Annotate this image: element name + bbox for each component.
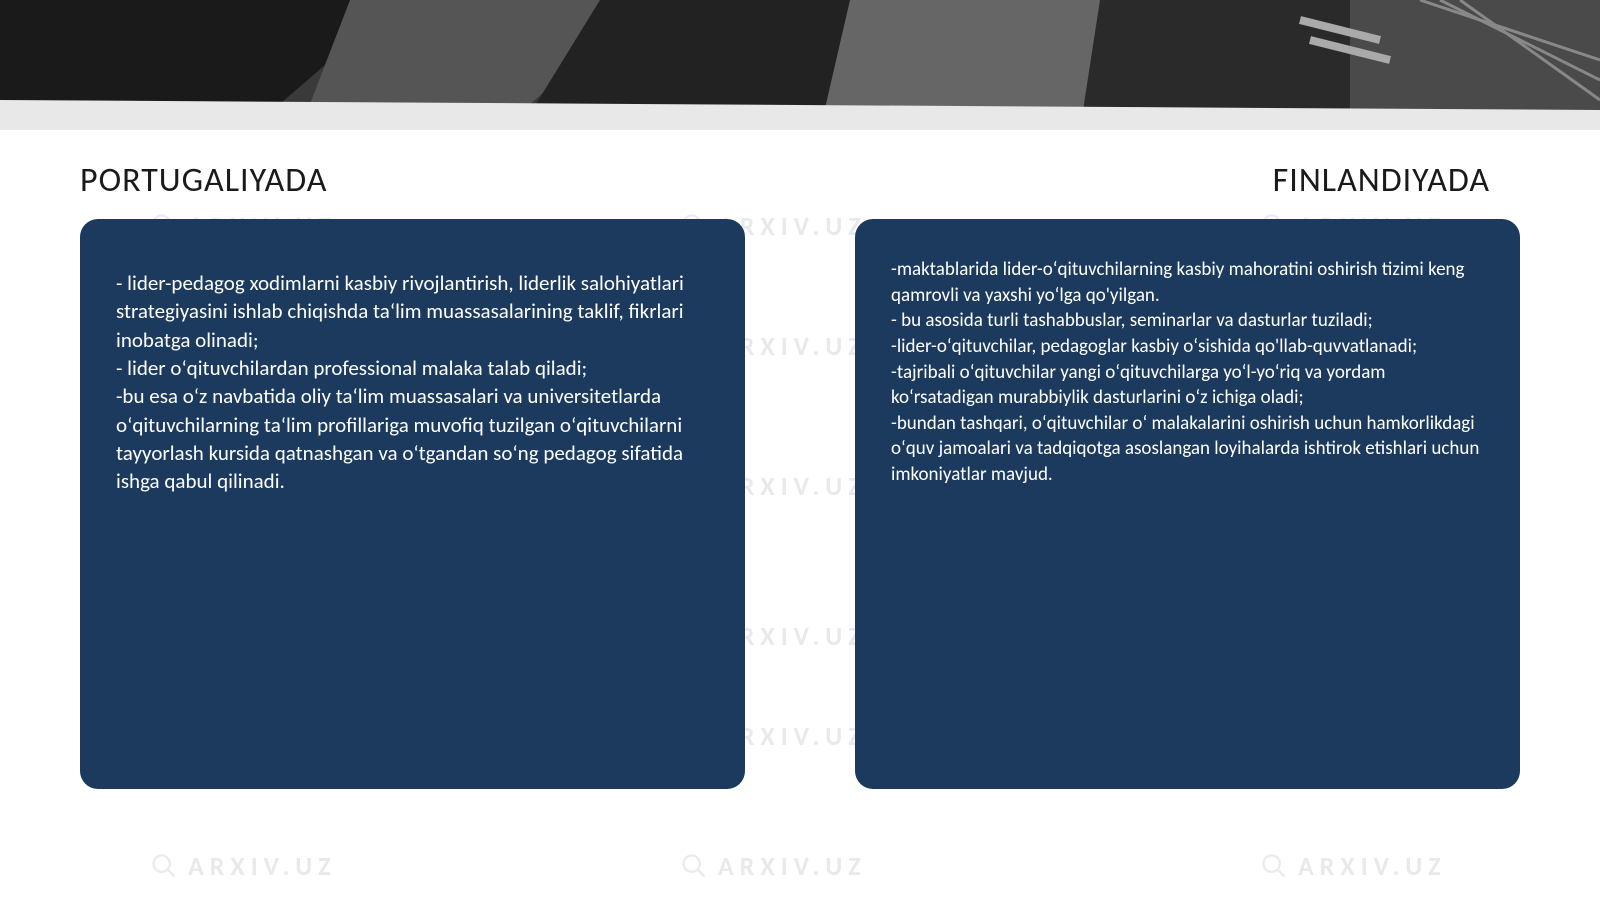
right-title: FINLANDIYADA bbox=[855, 160, 1520, 201]
left-column: PORTUGALIYADA - lider-pedagog xodimlarni… bbox=[80, 160, 745, 789]
right-body-text: -maktablarida lider-oʻqituvchilarning ka… bbox=[891, 257, 1484, 488]
left-card: - lider-pedagog xodimlarni kasbiy rivojl… bbox=[80, 219, 745, 789]
left-title: PORTUGALIYADA bbox=[80, 160, 745, 201]
left-body-text: - lider-pedagog xodimlarni kasbiy rivojl… bbox=[116, 269, 709, 496]
right-card: -maktablarida lider-oʻqituvchilarning ka… bbox=[855, 219, 1520, 789]
right-column: FINLANDIYADA -maktablarida lider-oʻqituv… bbox=[855, 160, 1520, 789]
header-banner bbox=[0, 0, 1600, 130]
watermark: ARXIV.UZ bbox=[150, 850, 337, 882]
content-area: PORTUGALIYADA - lider-pedagog xodimlarni… bbox=[0, 130, 1600, 789]
watermark: ARXIV.UZ bbox=[680, 850, 867, 882]
watermark: ARXIV.UZ bbox=[1260, 850, 1447, 882]
